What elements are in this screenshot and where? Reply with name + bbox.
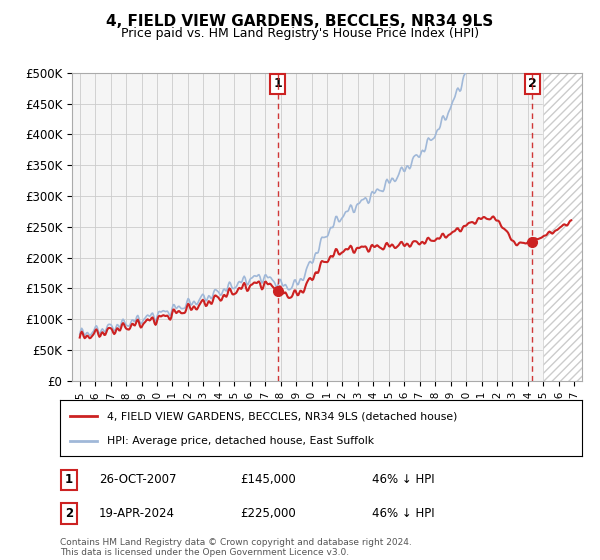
Text: 4, FIELD VIEW GARDENS, BECCLES, NR34 9LS (detached house): 4, FIELD VIEW GARDENS, BECCLES, NR34 9LS… <box>107 411 457 421</box>
Text: 4, FIELD VIEW GARDENS, BECCLES, NR34 9LS: 4, FIELD VIEW GARDENS, BECCLES, NR34 9LS <box>106 14 494 29</box>
Text: 2: 2 <box>65 507 73 520</box>
Text: £225,000: £225,000 <box>240 507 296 520</box>
Text: 1: 1 <box>274 77 282 90</box>
Text: Price paid vs. HM Land Registry's House Price Index (HPI): Price paid vs. HM Land Registry's House … <box>121 27 479 40</box>
Text: 2: 2 <box>528 77 537 90</box>
Text: 46% ↓ HPI: 46% ↓ HPI <box>372 473 434 487</box>
Text: 19-APR-2024: 19-APR-2024 <box>99 507 175 520</box>
Text: 26-OCT-2007: 26-OCT-2007 <box>99 473 176 487</box>
Text: HPI: Average price, detached house, East Suffolk: HPI: Average price, detached house, East… <box>107 436 374 446</box>
Text: 46% ↓ HPI: 46% ↓ HPI <box>372 507 434 520</box>
Text: Contains HM Land Registry data © Crown copyright and database right 2024.
This d: Contains HM Land Registry data © Crown c… <box>60 538 412 557</box>
Text: £145,000: £145,000 <box>240 473 296 487</box>
Text: 1: 1 <box>65 473 73 487</box>
